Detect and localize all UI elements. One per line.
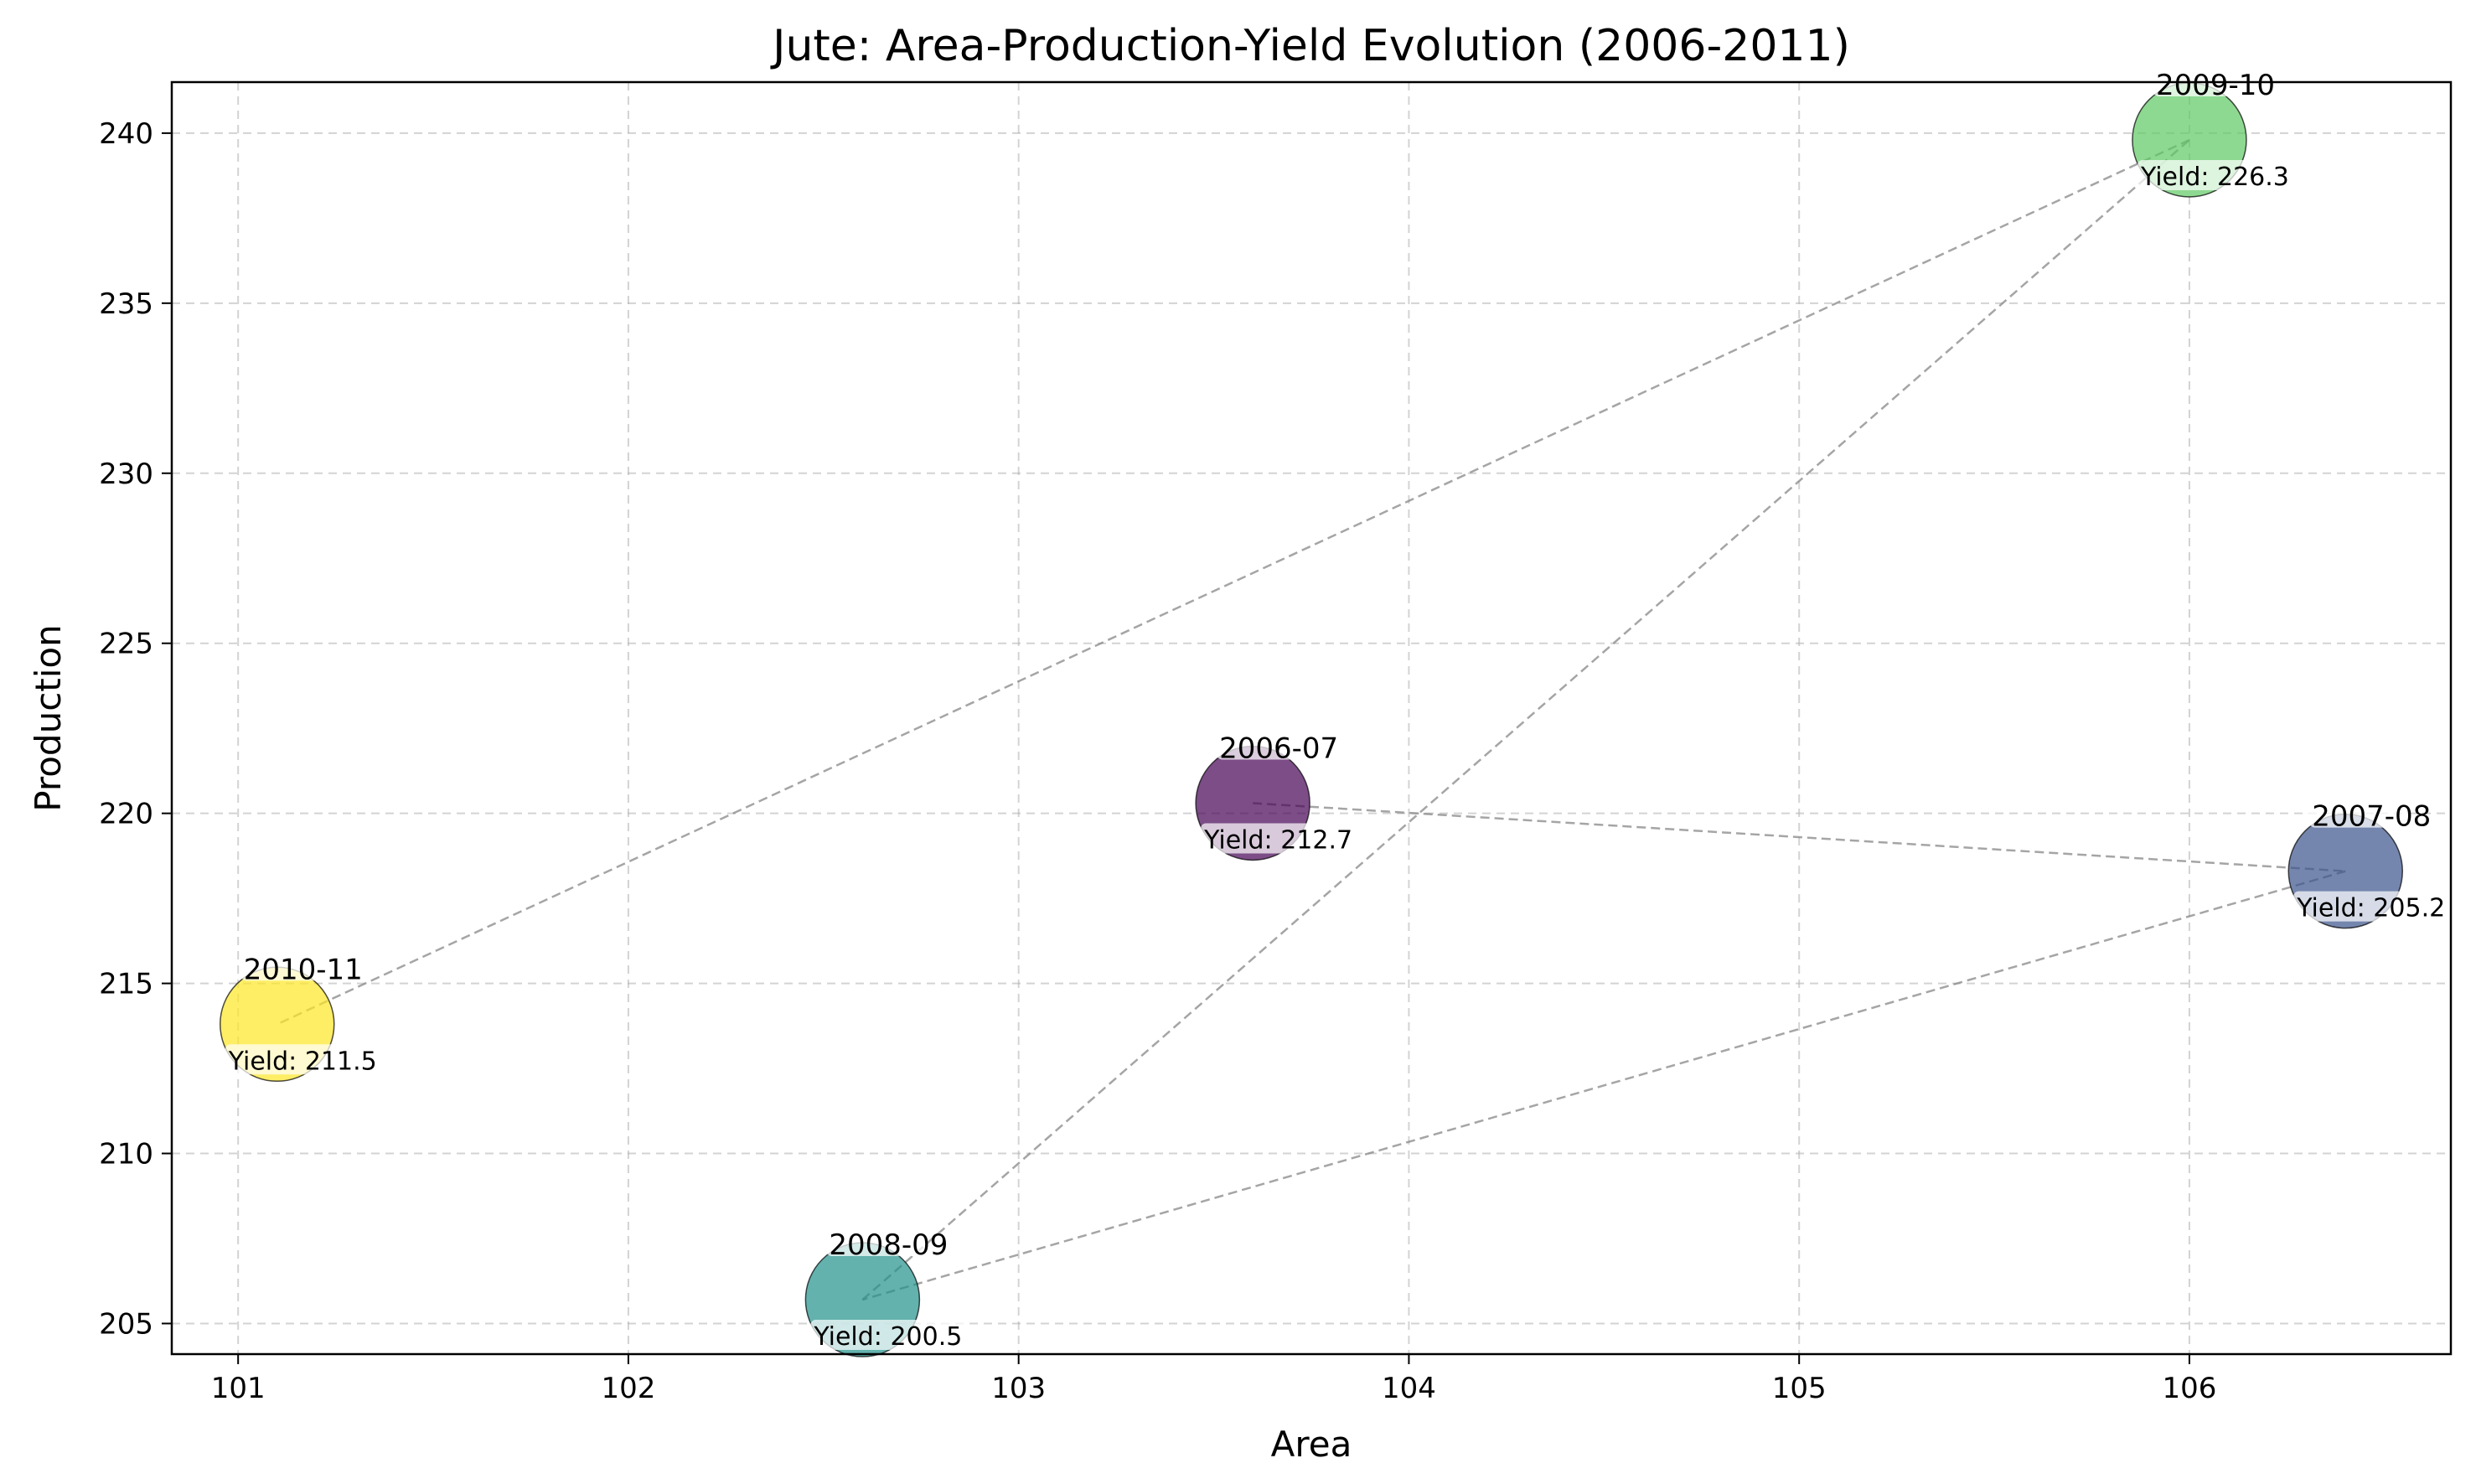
yield-label-box (1201, 823, 1361, 854)
yield-label: Yield: 226.3 (2140, 163, 2289, 192)
x-tick-label: 106 (2162, 1372, 2216, 1405)
x-axis-label: Area (1271, 1424, 1352, 1465)
point-label-box (825, 1226, 925, 1257)
plot-frame (170, 80, 2453, 1356)
point-label: 2010-11 (244, 953, 363, 986)
point-label-box (240, 950, 339, 981)
y-axis-label: Production (28, 624, 69, 811)
x-tick-label: 101 (211, 1372, 266, 1405)
point-label: 2006-07 (1219, 732, 1338, 765)
trajectory-segment (277, 138, 2190, 1026)
y-tick-label: 215 (99, 968, 153, 1001)
y-tick-label: 235 (99, 287, 153, 321)
y-tick-label: 225 (99, 628, 153, 661)
point-label-box (2308, 797, 2408, 828)
y-tick-label: 220 (99, 798, 153, 831)
yield-label: Yield: 212.7 (1203, 825, 1352, 855)
x-tick-label: 102 (601, 1372, 655, 1405)
point-label-box (1216, 729, 1316, 760)
point-label: 2007-08 (2312, 800, 2431, 834)
y-tick-label: 240 (99, 117, 153, 151)
trajectory-lines (277, 138, 2346, 1301)
point-labels: 2006-07 Yield: 212.7 2007-08 Yield: 205.2 20… (225, 66, 2453, 1352)
y-tick-label: 205 (99, 1307, 153, 1341)
trajectory-segment (1253, 802, 2346, 872)
x-tick-label: 104 (1382, 1372, 1436, 1405)
trajectory-segment (862, 870, 2346, 1301)
yield-label-box (2137, 160, 2297, 190)
x-tick-label: 103 (991, 1372, 1046, 1405)
point-label: 2009-10 (2156, 69, 2275, 102)
yield-label-box (2293, 891, 2453, 922)
point-label: 2008-09 (829, 1228, 948, 1262)
yield-label: Yield: 205.2 (2296, 894, 2445, 923)
chart-title: Jute: Area-Production-Yield Evolution (2… (770, 21, 1850, 71)
y-axis-ticks: 205 210 215 220 225 230 235 240 (99, 117, 172, 1341)
yield-label: Yield: 211.5 (228, 1047, 377, 1076)
x-tick-label: 105 (1772, 1372, 1827, 1405)
yield-label-box (225, 1044, 385, 1075)
yield-label-box (810, 1320, 970, 1351)
trajectory-segment (861, 139, 2190, 1301)
yield-label: Yield: 200.5 (813, 1322, 962, 1352)
y-tick-label: 210 (99, 1138, 153, 1171)
x-axis-ticks: 101 102 103 104 105 106 (211, 1354, 2216, 1405)
y-tick-label: 230 (99, 458, 153, 491)
